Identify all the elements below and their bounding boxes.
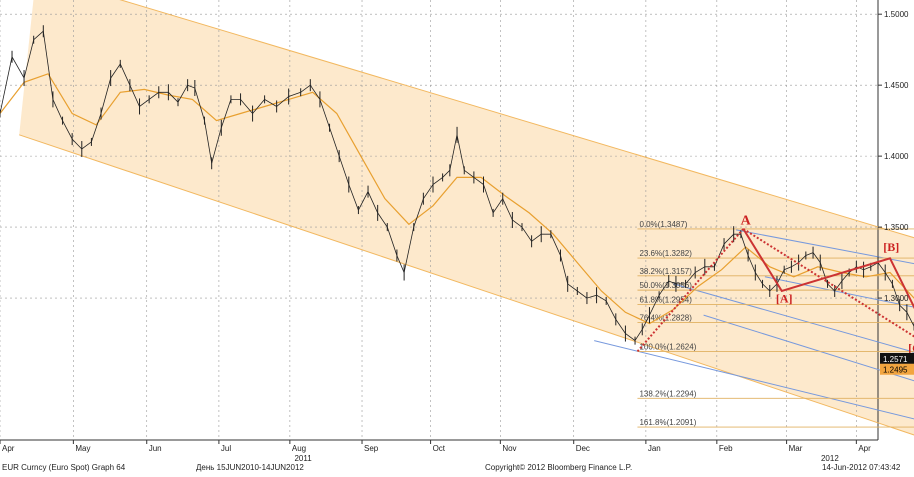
- wave-line: [742, 228, 914, 310]
- fib-level-label: 76.4%(1.2828): [639, 313, 692, 322]
- wave-label: [B]: [883, 240, 899, 254]
- trend-line-blue: [764, 276, 914, 308]
- wave-line: [636, 228, 745, 353]
- x-tick-label: Jun: [149, 444, 162, 453]
- y-tick-label: 1.3500: [884, 223, 909, 232]
- fib-level-label: 61.8%(1.2954): [639, 296, 692, 305]
- trend-line-blue: [736, 229, 914, 265]
- chart-footer-instrument: EUR Curncy (Euro Spot) Graph 64: [2, 463, 126, 472]
- chart-footer-range: День 15JUN2010-14JUN2012: [196, 463, 304, 472]
- x-tick-label: Apr: [858, 444, 871, 453]
- wave-label: [A]: [776, 291, 793, 305]
- chart-footer-copyright: Copyright© 2012 Bloomberg Finance L.P.: [485, 463, 633, 472]
- last-price-badge: [880, 352, 914, 364]
- fib-level-label: 0.0%(1.3487): [639, 220, 687, 229]
- x-tick-label: May: [75, 444, 90, 453]
- wave-label: [C]: [908, 341, 914, 355]
- last-price-label: 1.2571: [883, 355, 908, 364]
- fib-level-label: 161.8%(1.2091): [639, 418, 696, 427]
- fib-level-label: 23.6%(1.3282): [639, 249, 692, 258]
- x-tick-label: Dec: [576, 444, 590, 453]
- y-tick-label: 1.3000: [884, 294, 909, 303]
- fib-level-label: 38.2%(1.3157): [639, 267, 692, 276]
- x-tick-label: Oct: [433, 444, 446, 453]
- x-tick-label: Jan: [648, 444, 661, 453]
- fib-level-label: 100.0%(1.2624): [639, 342, 696, 351]
- trend-line-blue: [673, 283, 914, 353]
- y-tick-label: 1.4000: [884, 152, 909, 161]
- y-tick-label: 1.4500: [884, 81, 909, 90]
- channel-lower-line: [19, 134, 914, 436]
- y-tick-label: 1.5000: [884, 10, 909, 19]
- year-label: 2011: [294, 454, 312, 463]
- wave-label: A: [741, 213, 752, 228]
- ma-price-label: 1.2495: [883, 366, 908, 375]
- x-tick-label: Sep: [364, 444, 379, 453]
- x-tick-label: Nov: [502, 444, 516, 453]
- trend-line-blue: [594, 340, 914, 420]
- channel-fill: [19, 0, 914, 435]
- wave-line: [742, 228, 914, 338]
- x-tick-label: Aug: [292, 444, 306, 453]
- channel-upper-line: [119, 0, 914, 239]
- x-tick-label: Jul: [221, 444, 231, 453]
- year-label: 2012: [821, 454, 839, 463]
- x-tick-label: Mar: [789, 444, 803, 453]
- fib-level-label: 138.2%(1.2294): [639, 389, 696, 398]
- x-tick-label: Apr: [2, 444, 15, 453]
- chart-footer-timestamp: 14-Jun-2012 07:43:42: [822, 463, 901, 472]
- ma-price-badge: [880, 363, 914, 375]
- x-tick-label: Feb: [719, 444, 733, 453]
